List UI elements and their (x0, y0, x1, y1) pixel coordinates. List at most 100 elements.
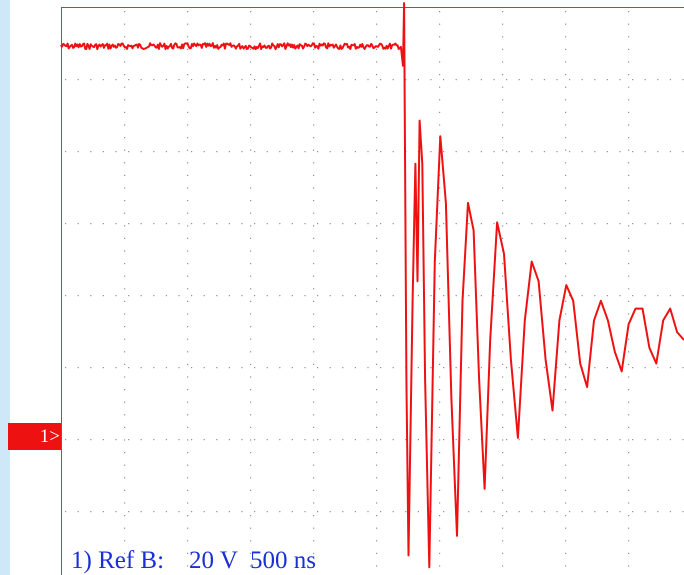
grid-dot (518, 295, 520, 297)
grid-dot (628, 86, 630, 88)
grid-dot (124, 174, 126, 176)
grid-dot (376, 527, 378, 529)
grid-dot (313, 263, 315, 265)
grid-dot (376, 300, 378, 302)
grid-dot (77, 79, 79, 81)
grid-dot (628, 338, 630, 340)
grid-dot (65, 439, 67, 441)
grid-dot (102, 295, 104, 297)
grid-dot (439, 36, 441, 38)
grid-dot (367, 511, 369, 513)
grid-dot (124, 86, 126, 88)
grid-dot (594, 367, 596, 369)
grid-dot (354, 295, 356, 297)
grid-dot (565, 552, 567, 554)
grid-dot (317, 367, 319, 369)
grid-dot (250, 99, 252, 101)
grid-dot (266, 295, 268, 297)
grid-dot (329, 367, 331, 369)
grid-dot (376, 11, 378, 13)
grid-dot (376, 137, 378, 139)
grid-dot (565, 527, 567, 529)
grid-dot (191, 439, 193, 441)
grid-dot (556, 151, 558, 153)
grid-dot (250, 187, 252, 189)
grid-dot (628, 401, 630, 403)
grid-dot (124, 36, 126, 38)
grid-dot (439, 426, 441, 428)
grid-dot (313, 48, 315, 50)
grid-dot (191, 367, 193, 369)
grid-dot (581, 439, 583, 441)
grid-dot (455, 367, 457, 369)
grid-dot (502, 124, 504, 126)
grid-dot (124, 74, 126, 76)
grid-dot (443, 367, 445, 369)
grid-dot (313, 61, 315, 63)
grid-dot (439, 23, 441, 25)
grid-dot (313, 338, 315, 340)
grid-dot (565, 351, 567, 353)
grid-dot (165, 511, 167, 513)
grid-dot (376, 162, 378, 164)
grid-dot (502, 452, 504, 454)
grid-dot (628, 61, 630, 63)
grid-dot (165, 295, 167, 297)
grid-dot (124, 263, 126, 265)
grid-dot (317, 151, 319, 153)
grid-dot (187, 389, 189, 391)
grid-dot (628, 300, 630, 302)
grid-dot (187, 401, 189, 403)
grid-dot (165, 223, 167, 225)
grid-dot (102, 511, 104, 513)
grid-dot (313, 225, 315, 227)
grid-dot (480, 367, 482, 369)
grid-dot (628, 225, 630, 227)
grid-dot (439, 300, 441, 302)
grid-dot (187, 250, 189, 252)
grid-dot (376, 225, 378, 227)
grid-dot (569, 79, 571, 81)
grid-dot (313, 502, 315, 504)
grid-dot (556, 367, 558, 369)
channel-1-marker[interactable]: 1> (8, 423, 61, 450)
grid-dot (669, 79, 671, 81)
grid-dot (216, 295, 218, 297)
grid-dot (291, 439, 293, 441)
grid-dot (376, 187, 378, 189)
grid-dot (313, 300, 315, 302)
grid-dot (250, 540, 252, 542)
grid-dot (594, 295, 596, 297)
grid-dot (480, 151, 482, 153)
grid-dot (632, 511, 634, 513)
grid-dot (669, 439, 671, 441)
grid-dot (124, 464, 126, 466)
grid-dot (619, 295, 621, 297)
grid-dot (502, 515, 504, 517)
grid-dot (628, 137, 630, 139)
grid-dot (203, 295, 205, 297)
grid-dot (439, 250, 441, 252)
grid-dot (443, 439, 445, 441)
grid-dot (417, 295, 419, 297)
grid-dot (279, 439, 281, 441)
grid-dot (124, 414, 126, 416)
grid-dot (203, 223, 205, 225)
grid-dot (502, 527, 504, 529)
grid-dot (342, 295, 344, 297)
grid-dot (380, 511, 382, 513)
grid-dot (657, 223, 659, 225)
grid-dot (291, 79, 293, 81)
grid-dot (367, 295, 369, 297)
grid-dot (502, 338, 504, 340)
grid-dot (250, 552, 252, 554)
grid-dot (115, 223, 117, 225)
grid-dot (657, 367, 659, 369)
grid-dot (644, 439, 646, 441)
grid-dot (250, 11, 252, 13)
grid-dot (565, 502, 567, 504)
grid-dot (506, 511, 508, 513)
grid-dot (657, 511, 659, 513)
grid-dot (115, 151, 117, 153)
